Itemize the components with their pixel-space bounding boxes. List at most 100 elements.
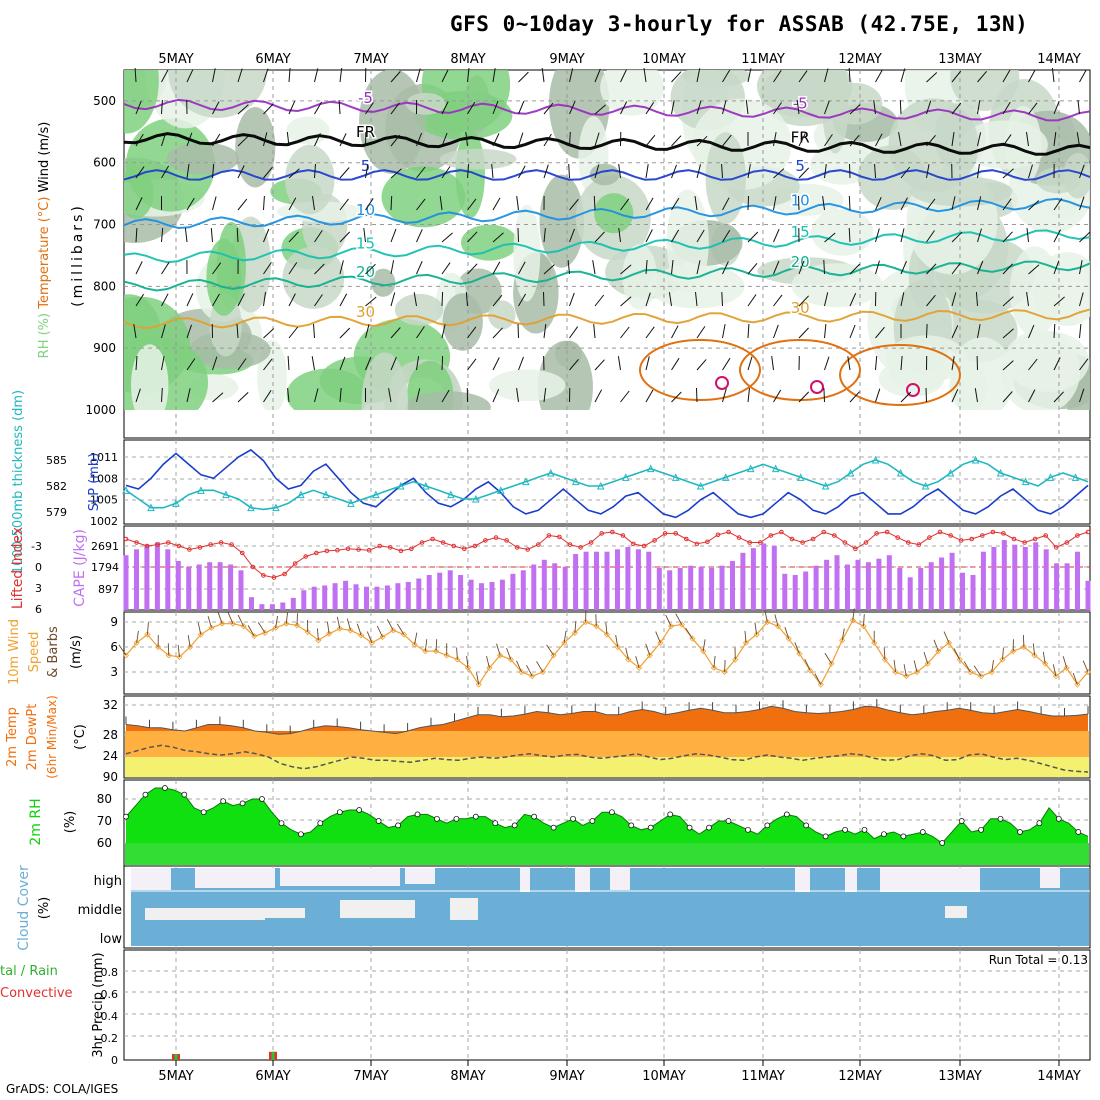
thickness-point: [946, 468, 955, 477]
li-point: [419, 540, 425, 545]
wind-barb: [365, 164, 369, 179]
wind-barb: [416, 260, 423, 275]
wind-barb: [1079, 324, 1082, 339]
wind-barb: [953, 648, 961, 660]
wind-barb: [237, 104, 249, 115]
wind-barb: [722, 229, 731, 243]
thickness-point: [422, 481, 430, 490]
wind-barb: [339, 293, 348, 307]
li-point: [229, 542, 234, 547]
wind-barb: [492, 357, 500, 371]
wind-barb: [883, 647, 886, 660]
rh-point: [434, 815, 440, 822]
wind-barb: [926, 72, 938, 83]
wind-barb: [569, 68, 574, 83]
y-tick-label: 6: [35, 603, 42, 616]
wind-barb: [441, 262, 451, 275]
date-label-bottom: 11MAY: [741, 1069, 785, 1084]
wind-barb: [926, 100, 932, 115]
isotherm-line: [123, 169, 1091, 181]
wind-barb: [747, 262, 758, 275]
li-point: [1022, 540, 1027, 545]
thickness-point: [496, 486, 505, 494]
wind-barb: [798, 391, 810, 403]
y-axis-label: Lifted Index: [10, 527, 26, 609]
wind-barb: [1079, 292, 1084, 307]
thickness-point: [596, 481, 605, 490]
cape-bar: [249, 597, 254, 610]
rh-point: [492, 820, 499, 827]
wind-speed-point: [839, 637, 846, 644]
date-label-bottom: 6MAY: [255, 1069, 290, 1084]
y-axis-label: 3hr Precip (mm): [91, 952, 106, 1057]
li-point: [356, 547, 361, 552]
wind-barb: [1053, 260, 1060, 275]
wind-barb: [671, 325, 679, 339]
wind-barb: [263, 132, 268, 147]
wind-barb: [526, 664, 533, 677]
wind-barb: [875, 260, 880, 275]
y-tick-label: 900: [93, 341, 116, 355]
wind-barb: [594, 164, 600, 179]
run-total: Run Total = 0.13: [989, 953, 1088, 967]
cape-bar: [970, 575, 976, 610]
rh-blob: [286, 368, 370, 410]
wind-barb: [186, 358, 196, 371]
wind-barb: [798, 167, 810, 179]
li-point: [810, 536, 816, 542]
wind-barb: [722, 100, 727, 115]
wind-barb: [645, 197, 654, 211]
rh-point: [162, 785, 168, 791]
date-label-bottom: 7MAY: [353, 1069, 388, 1084]
wind-barb: [1002, 391, 1013, 403]
rh-point: [589, 818, 596, 824]
wind-barb: [798, 327, 809, 339]
wind-barb: [416, 388, 421, 403]
wind-speed-point: [710, 664, 717, 671]
wind-barb: [543, 133, 552, 147]
wind-barb: [288, 231, 299, 243]
li-point: [1054, 545, 1059, 550]
wind-barb: [645, 164, 649, 179]
wind-barb: [695, 292, 698, 307]
wind-barb: [951, 325, 959, 339]
li-point: [462, 546, 467, 552]
cape-bar: [824, 559, 830, 610]
cape-bar: [991, 547, 997, 610]
wind-barb: [506, 647, 512, 660]
thickness-point: [197, 486, 205, 494]
wind-speed-point: [304, 628, 311, 636]
wind-barb: [1002, 263, 1013, 275]
y-axis-label: 2m RH: [28, 798, 44, 845]
wind-barb: [212, 101, 220, 115]
cloud-panel: high middle low Cloud Cover (%): [16, 865, 1091, 951]
li-point: [345, 546, 351, 552]
wind-speed-point: [614, 643, 621, 651]
rh-point: [861, 826, 868, 833]
thickness-point: [571, 477, 580, 486]
cape-bar: [123, 555, 129, 610]
wind-barb: [1002, 647, 1004, 660]
thickness-point: [347, 499, 355, 507]
wind-barb: [900, 355, 903, 371]
li-point: [176, 543, 182, 549]
wind-speed-point: [336, 625, 343, 632]
rh-blob: [622, 244, 658, 310]
li-point: [747, 540, 753, 545]
thickness-point: [247, 503, 255, 512]
rh-point: [317, 820, 324, 827]
cape-bar: [876, 558, 882, 610]
isotherm-label: 10: [791, 191, 810, 209]
rh-blob: [513, 204, 541, 302]
thickness-point: [896, 468, 905, 477]
wind-barb: [467, 198, 477, 211]
y-tick-label: 80: [97, 792, 112, 806]
panel-frame: [123, 439, 1091, 525]
wind-barb: [773, 228, 780, 243]
date-label-bottom: 5MAY: [158, 1069, 193, 1084]
wind-barb: [263, 262, 272, 275]
cape-bar: [395, 583, 401, 610]
y-axis-label: Cloud Cover: [16, 865, 32, 951]
rh-point: [356, 807, 363, 813]
rh-point: [142, 791, 149, 798]
